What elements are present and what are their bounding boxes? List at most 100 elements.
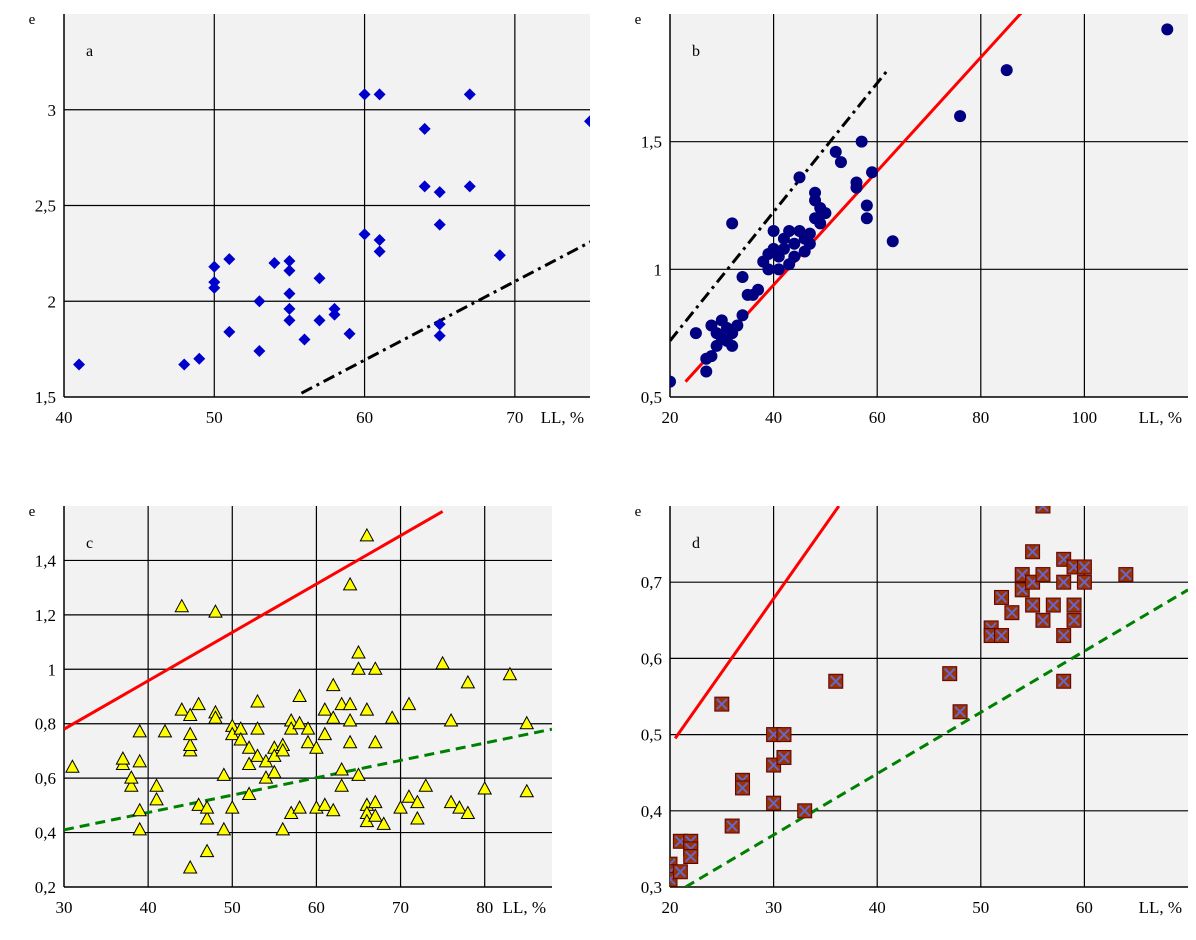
y-axis-label: e [635,504,642,520]
data-point [952,704,968,720]
data-point [334,761,349,776]
data-point [199,810,215,825]
data-point [367,808,383,822]
data-point [850,181,863,194]
data-point [250,748,265,762]
data-point [1000,64,1013,77]
data-point [182,737,198,751]
data-point [493,249,506,262]
data-point [418,180,431,193]
x-tick-label: 40 [140,898,157,917]
data-point [705,350,718,363]
data-point [123,770,139,784]
data-point [115,751,131,765]
y-tick-label: 1,5 [641,133,662,152]
x-tick-label: 40 [869,898,886,917]
data-point [241,740,257,754]
data-point [433,318,446,331]
data-point [351,661,366,675]
data-point [584,115,590,128]
data-point [132,802,148,817]
data-point [443,712,459,727]
data-point [724,818,740,834]
y-tick-label: 1 [654,260,663,279]
y-tick-label: 1,5 [35,388,56,407]
y-tick-label: 2,5 [35,197,56,216]
data-point [460,805,476,820]
data-point [292,800,307,814]
data-point [300,734,316,749]
data-point [418,778,434,792]
data-point [73,358,86,371]
x-tick-label: 30 [56,898,73,917]
data-point [1076,574,1092,590]
data-point [325,677,341,692]
data-point [376,816,392,830]
data-point [342,734,358,749]
data-point [157,723,173,738]
data-point [132,821,148,836]
data-point [253,345,266,358]
y-tick-label: 0,5 [641,726,662,745]
data-point [216,767,232,781]
trend-line-solid [673,506,841,740]
data-point [766,795,782,811]
data-point [298,333,311,346]
data-point [283,264,296,277]
data-point [359,702,375,716]
panel-label: b [692,43,700,60]
data-point [224,800,240,814]
data-point [401,696,417,711]
data-point [954,110,967,123]
data-point [182,707,198,722]
data-point [283,314,296,327]
x-tick-label: 60 [869,408,886,427]
data-point [803,237,816,250]
y-axis-label: e [29,504,36,520]
y-tick-label: 0,2 [35,878,56,897]
data-point [452,800,467,814]
data-point [193,352,206,365]
data-point [502,666,518,681]
x-tick-label: 60 [356,408,373,427]
panel-label: c [86,535,93,552]
data-point [317,726,333,741]
data-point [313,314,326,327]
data-point [689,327,702,340]
data-point [477,780,493,795]
panel-b: 20 40 60 80 100 0,5 1 1,5 e LL, % b [635,12,1188,427]
data-point [819,207,832,220]
data-point [1056,673,1072,689]
data-point [855,135,868,148]
data-point [828,673,844,689]
data-point [788,237,801,250]
data-point [463,88,476,101]
data-point [860,212,873,225]
y-tick-label: 2 [48,292,57,311]
data-point [199,800,215,814]
data-point [700,365,713,378]
data-point [994,589,1010,605]
data-point [1025,597,1041,613]
y-tick-label: 0,5 [641,388,662,407]
x-tick-label: 60 [308,898,325,917]
panel-c: 30 40 50 60 70 80 0,2 0,4 0,6 0,8 1 1,2 1,4 e LL, % c [29,504,552,917]
data-point [241,756,257,771]
data-point [373,88,386,101]
data-point [994,628,1010,644]
data-point [275,742,291,757]
trend-line-dashdot [300,240,590,395]
data-point [309,740,324,754]
data-point [752,283,765,296]
data-point [283,287,296,300]
data-point [149,791,164,806]
data-point [325,710,341,724]
data-point [736,270,749,283]
data-point [132,723,148,738]
data-point [283,302,296,315]
x-tick-label: 100 [1072,408,1098,427]
data-point [208,710,223,724]
data-point [829,145,842,158]
y-tick-label: 1 [48,660,57,679]
x-tick-label: 40 [56,408,73,427]
